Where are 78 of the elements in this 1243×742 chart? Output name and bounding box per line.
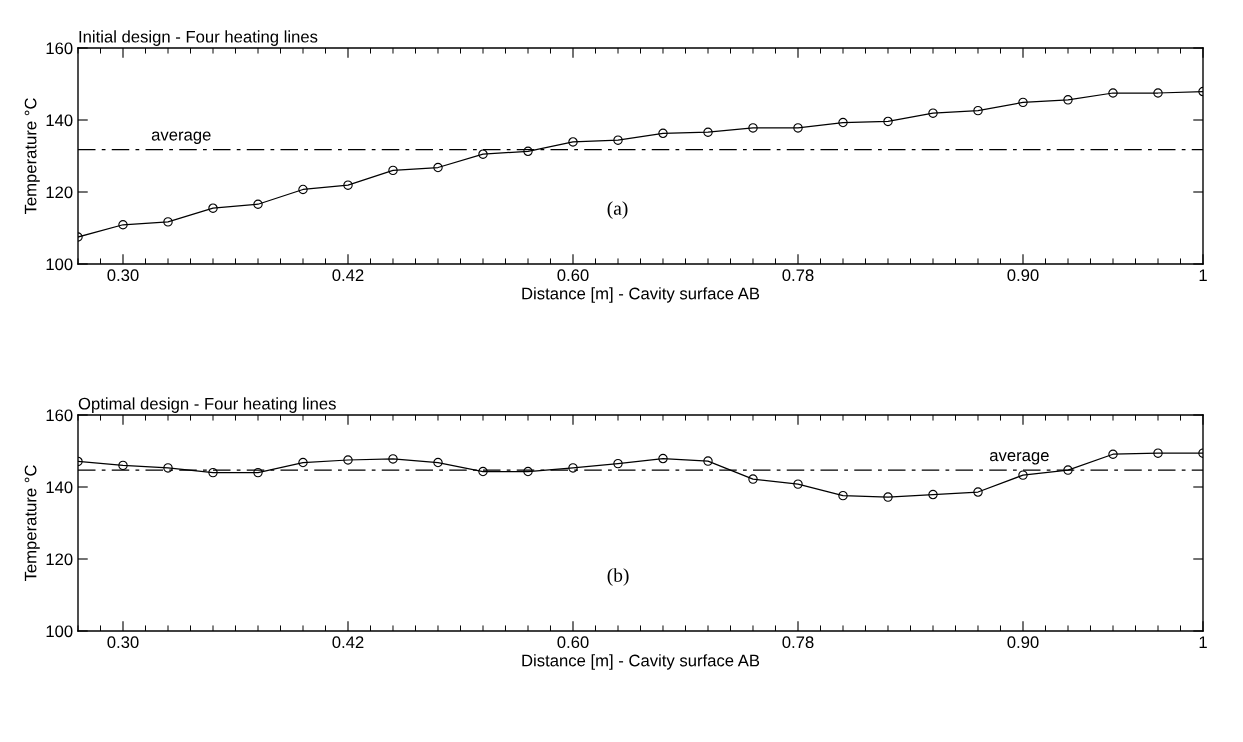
y-tick-label: 100 bbox=[46, 625, 73, 638]
point bbox=[703, 127, 713, 137]
y-tick-label: 160 bbox=[46, 42, 73, 55]
y-tick-label: 140 bbox=[46, 481, 73, 494]
x-tick-label: 0.30 bbox=[107, 269, 139, 282]
point bbox=[613, 135, 623, 145]
x-tick-label: 0.90 bbox=[1007, 269, 1039, 282]
point bbox=[568, 463, 578, 473]
point bbox=[1153, 448, 1163, 458]
point bbox=[163, 463, 173, 473]
x-tick-label: 0.78 bbox=[782, 636, 814, 649]
point bbox=[1108, 88, 1118, 98]
point bbox=[568, 137, 578, 147]
point bbox=[748, 123, 758, 133]
point bbox=[928, 108, 938, 118]
point bbox=[298, 457, 308, 468]
point bbox=[838, 490, 848, 501]
ref-line-label: average bbox=[151, 131, 211, 144]
y-axis-title: Temperature °C bbox=[24, 465, 40, 582]
y-tick-label: 140 bbox=[46, 114, 73, 127]
point bbox=[748, 474, 758, 484]
point bbox=[298, 184, 308, 195]
point bbox=[343, 455, 353, 465]
point bbox=[478, 149, 488, 159]
y-axis-title: Temperature °C bbox=[24, 98, 40, 215]
point bbox=[703, 456, 713, 466]
ref-line-label: average bbox=[989, 452, 1049, 465]
annotation: (b) bbox=[607, 568, 629, 586]
point bbox=[433, 162, 443, 173]
y-tick-label: 120 bbox=[46, 553, 73, 566]
point bbox=[658, 128, 668, 139]
point bbox=[793, 123, 803, 133]
point bbox=[1018, 97, 1028, 108]
x-tick-label: 0.30 bbox=[107, 636, 139, 649]
x-tick-label: 0.42 bbox=[332, 269, 364, 282]
point bbox=[523, 146, 533, 157]
y-tick-label: 120 bbox=[46, 186, 73, 199]
point bbox=[253, 199, 263, 209]
x-axis-title: Distance [m] - Cavity surface AB bbox=[522, 654, 760, 670]
point bbox=[793, 479, 803, 489]
chart-title: Optimal design - Four heating lines bbox=[78, 397, 336, 413]
point bbox=[973, 487, 983, 497]
point bbox=[118, 220, 128, 230]
point bbox=[928, 489, 938, 500]
point bbox=[1063, 465, 1073, 475]
point bbox=[253, 467, 263, 478]
point bbox=[658, 453, 668, 464]
x-tick-label: 0.60 bbox=[557, 269, 589, 282]
point bbox=[208, 467, 218, 478]
point bbox=[1153, 88, 1163, 98]
point bbox=[478, 466, 488, 477]
x-axis-title: Distance [m] - Cavity surface AB bbox=[522, 287, 760, 303]
x-tick-label: 1 bbox=[1199, 269, 1207, 281]
y-tick-label: 100 bbox=[46, 258, 73, 271]
point bbox=[973, 105, 983, 116]
point bbox=[1063, 95, 1073, 105]
point bbox=[1108, 449, 1118, 459]
point bbox=[388, 165, 398, 176]
point bbox=[523, 466, 533, 477]
point bbox=[613, 458, 623, 469]
x-tick-label: 0.60 bbox=[557, 636, 589, 649]
point bbox=[433, 457, 443, 468]
chart-title: Initial design - Four heating lines bbox=[79, 30, 318, 46]
point bbox=[388, 454, 398, 464]
y-tick-label: 160 bbox=[46, 409, 73, 422]
x-tick-label: 0.90 bbox=[1007, 636, 1039, 649]
x-tick-label: 0.78 bbox=[782, 269, 814, 282]
point bbox=[208, 203, 218, 213]
point bbox=[343, 180, 353, 190]
point bbox=[883, 116, 893, 127]
point bbox=[883, 492, 893, 502]
annotation: (a) bbox=[607, 201, 628, 219]
x-tick-label: 1 bbox=[1199, 636, 1207, 648]
point bbox=[163, 217, 173, 227]
x-tick-label: 0.42 bbox=[332, 636, 364, 649]
point bbox=[118, 460, 128, 471]
point bbox=[1018, 470, 1028, 480]
point bbox=[838, 117, 848, 128]
